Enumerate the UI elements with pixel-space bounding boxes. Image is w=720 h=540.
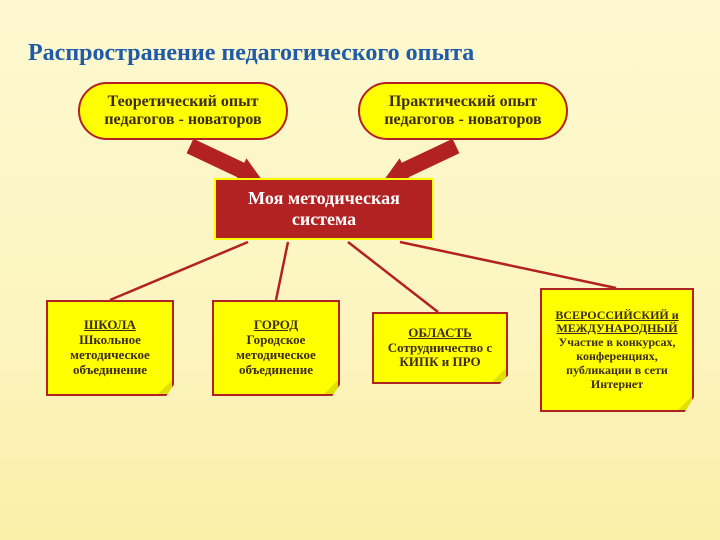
note-school-heading: ШКОЛА <box>84 318 136 333</box>
note-national-heading: ВСЕРОССИЙСКИЙ и МЕЖДУНАРОДНЫЙ <box>548 309 686 337</box>
lines-layer <box>0 0 720 540</box>
note-national-body: Участие в конкурсах, конференциях, публи… <box>548 336 686 391</box>
note-national: ВСЕРОССИЙСКИЙ и МЕЖДУНАРОДНЫЙ Участие в … <box>540 288 694 412</box>
note-city: ГОРОД Городское методическое объединение <box>212 300 340 396</box>
note-city-heading: ГОРОД <box>254 318 298 333</box>
note-school-body: Школьное методическое объединение <box>54 333 166 378</box>
note-region-body: Сотрудничество с КИПК и ПРО <box>380 341 500 371</box>
note-region: ОБЛАСТЬ Сотрудничество с КИПК и ПРО <box>372 312 508 384</box>
note-region-heading: ОБЛАСТЬ <box>408 326 471 341</box>
note-city-body: Городское методическое объединение <box>220 333 332 378</box>
note-school: ШКОЛА Школьное методическое объединение <box>46 300 174 396</box>
